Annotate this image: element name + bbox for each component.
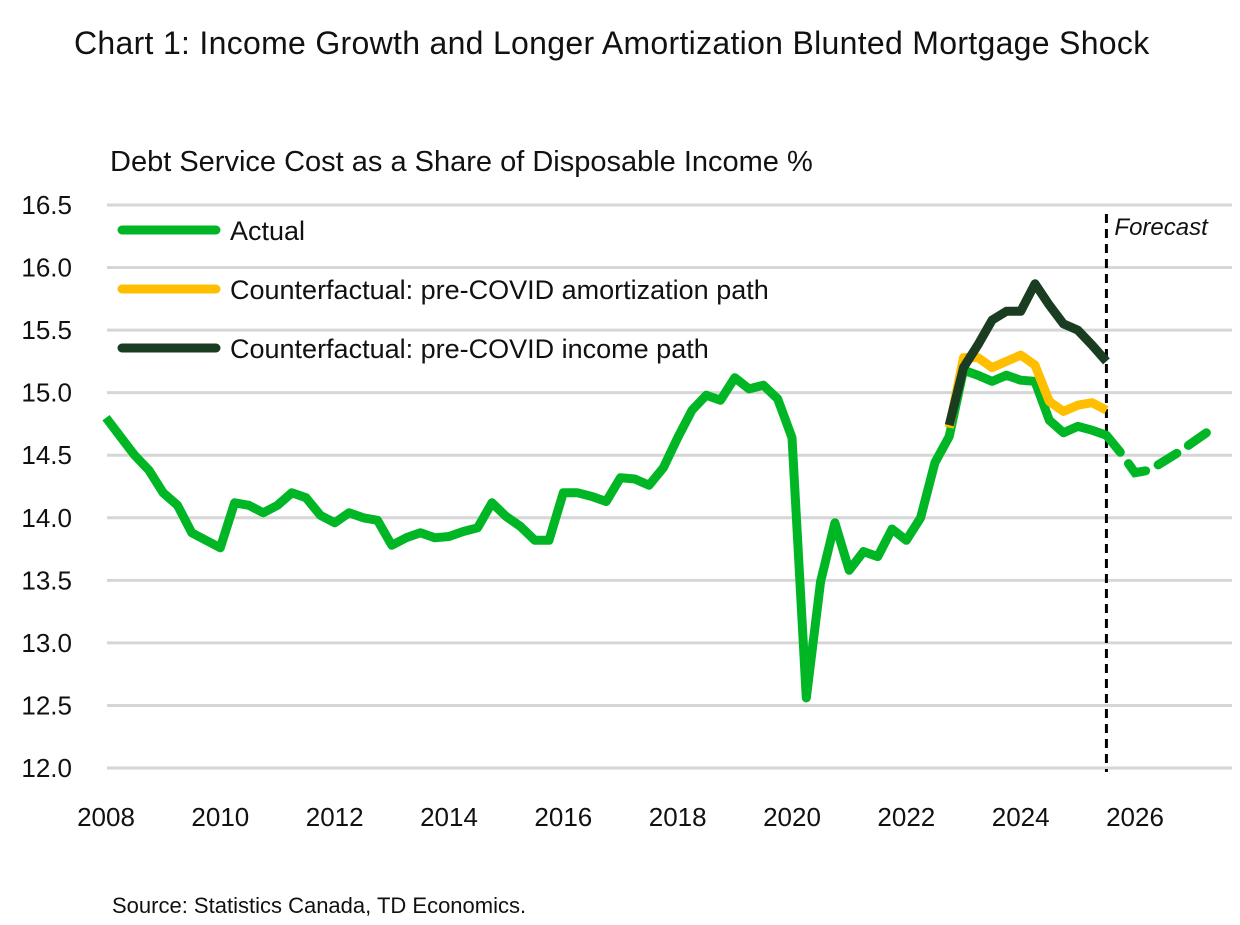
x-tick-label: 2020 — [763, 802, 821, 832]
y-tick-label: 12.0 — [21, 753, 72, 783]
source-note: Source: Statistics Canada, TD Economics. — [112, 893, 527, 918]
y-tick-label: 14.0 — [21, 503, 72, 533]
y-tick-label: 15.0 — [21, 378, 72, 408]
x-tick-label: 2022 — [877, 802, 935, 832]
series-line-0 — [102, 365, 1108, 703]
series-line-2 — [944, 279, 1110, 427]
chart-title: Chart 1: Income Growth and Longer Amorti… — [74, 25, 1150, 61]
y-tick-label: 13.5 — [21, 565, 72, 595]
y-tick-label: 12.5 — [21, 690, 72, 720]
y-tick-label: 15.5 — [21, 315, 72, 345]
x-tick-label: 2026 — [1106, 802, 1164, 832]
x-tick-label: 2012 — [306, 802, 364, 832]
legend-label: Counterfactual: pre-COVID income path — [230, 334, 709, 364]
y-tick-label: 16.5 — [21, 190, 72, 220]
y-tick-label: 14.5 — [21, 440, 72, 470]
y-tick-label: 13.0 — [21, 628, 72, 658]
x-tick-label: 2014 — [420, 802, 478, 832]
legend-label: Actual — [230, 216, 305, 246]
series-line-1 — [944, 350, 1109, 429]
x-tick-label: 2018 — [649, 802, 707, 832]
x-tick-label: 2024 — [992, 802, 1050, 832]
chart-subtitle: Debt Service Cost as a Share of Disposab… — [110, 146, 813, 178]
forecast-label: Forecast — [1114, 214, 1209, 241]
x-tick-label: 2010 — [191, 802, 249, 832]
y-tick-label: 16.0 — [21, 253, 72, 283]
x-tick-label: 2016 — [534, 802, 592, 832]
forecast-line — [1101, 428, 1211, 478]
x-tick-label: 2008 — [77, 802, 135, 832]
legend-label: Counterfactual: pre-COVID amortization p… — [230, 275, 769, 305]
